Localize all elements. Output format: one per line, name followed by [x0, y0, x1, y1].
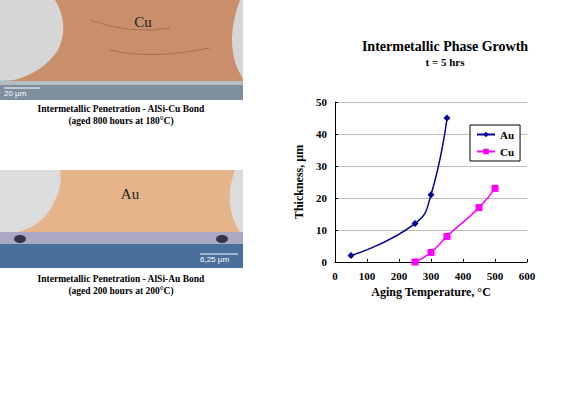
svg-text:Au: Au [121, 186, 140, 202]
svg-text:Intermetallic Penetration - Al: Intermetallic Penetration - AlSi-Au Bond [38, 274, 205, 284]
svg-text:Aging Temperature, °C: Aging Temperature, °C [371, 285, 491, 299]
svg-text:200: 200 [391, 270, 408, 282]
svg-text:0: 0 [322, 256, 328, 268]
svg-text:Au: Au [500, 129, 514, 141]
svg-text:30: 30 [316, 160, 328, 172]
svg-text:(aged 800 hours at 180°C): (aged 800 hours at 180°C) [68, 116, 173, 127]
svg-text:6,25 µm: 6,25 µm [200, 255, 229, 264]
svg-text:10: 10 [316, 224, 328, 236]
svg-text:(aged 200 hours at 200°C): (aged 200 hours at 200°C) [68, 286, 173, 297]
svg-text:600: 600 [519, 270, 536, 282]
svg-text:Intermetallic Penetration - Al: Intermetallic Penetration - AlSi-Cu Bond [38, 104, 205, 114]
svg-text:Cu: Cu [500, 146, 514, 158]
svg-text:Intermetallic Phase Growth: Intermetallic Phase Growth [362, 39, 528, 54]
svg-text:20 µm: 20 µm [4, 89, 27, 98]
svg-text:100: 100 [359, 270, 376, 282]
svg-text:50: 50 [316, 96, 328, 108]
svg-text:300: 300 [423, 270, 440, 282]
svg-text:Cu: Cu [134, 14, 152, 30]
svg-text:40: 40 [316, 128, 328, 140]
svg-text:20: 20 [316, 192, 328, 204]
svg-text:400: 400 [455, 270, 472, 282]
svg-text:t = 5 hrs: t = 5 hrs [426, 56, 466, 68]
svg-text:Thickness, µm: Thickness, µm [292, 145, 306, 219]
svg-text:500: 500 [487, 270, 504, 282]
svg-text:0: 0 [332, 270, 338, 282]
